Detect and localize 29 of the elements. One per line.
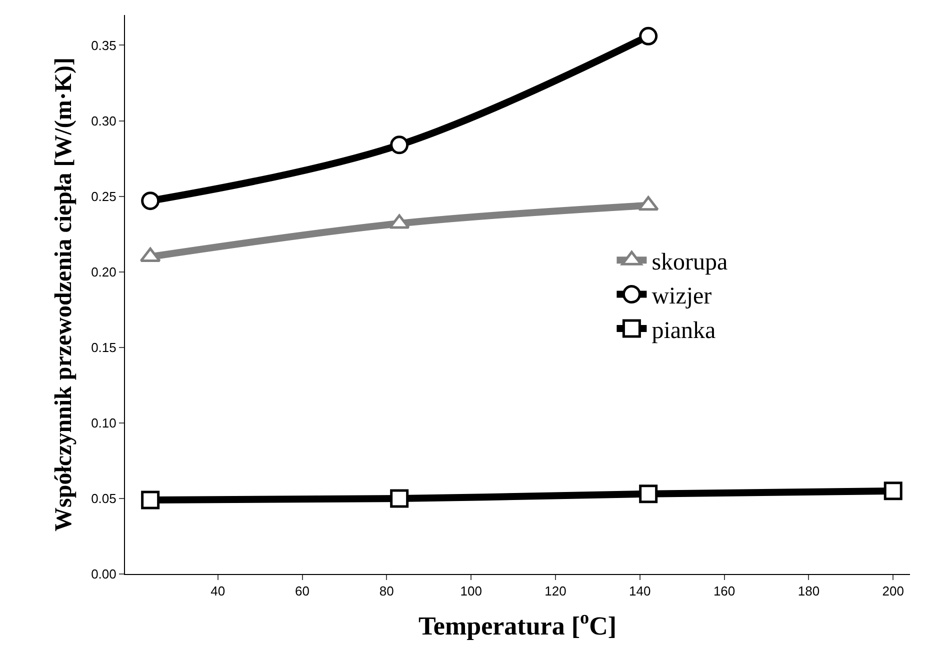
x-tick-label: 180: [798, 584, 820, 599]
y-tick-label: 0.20: [91, 264, 116, 280]
y-tick-label: 0.35: [91, 38, 116, 53]
point: [390, 136, 409, 154]
x-tick-label: 140: [629, 584, 651, 599]
point: [639, 26, 658, 46]
legend-label: skorupa: [652, 249, 728, 276]
y-axis-title: Współczynnik przewodzenia ciepła [W/(m·K)]: [51, 58, 78, 532]
y-tick-label: 0.30: [91, 113, 116, 128]
x-tick-label: 60: [295, 584, 310, 599]
x-tick-label: 160: [713, 584, 736, 599]
x-axis-title: Temperatura [$^{o}$C]: [418, 607, 617, 640]
point: [639, 484, 658, 504]
y-tick-label: 0.25: [91, 188, 116, 204]
y-tick-label: 0.15: [91, 340, 116, 355]
legend-label: wizjer: [652, 284, 712, 310]
point: [884, 482, 902, 500]
point: [141, 192, 160, 210]
x-tick-label: 40: [210, 584, 226, 599]
x-tick-label: 120: [544, 584, 566, 599]
y-tick-label: 0.00: [91, 566, 116, 582]
y-tick-label: 0.10: [91, 415, 116, 430]
x-tick-label: 100: [460, 584, 482, 599]
point: [141, 490, 160, 510]
point: [390, 489, 409, 508]
y-tick-label: 0.05: [91, 491, 116, 506]
x-tick-label: 80: [379, 584, 394, 599]
legend-label: pianka: [652, 318, 716, 344]
x-tick-label: 200: [882, 584, 904, 599]
